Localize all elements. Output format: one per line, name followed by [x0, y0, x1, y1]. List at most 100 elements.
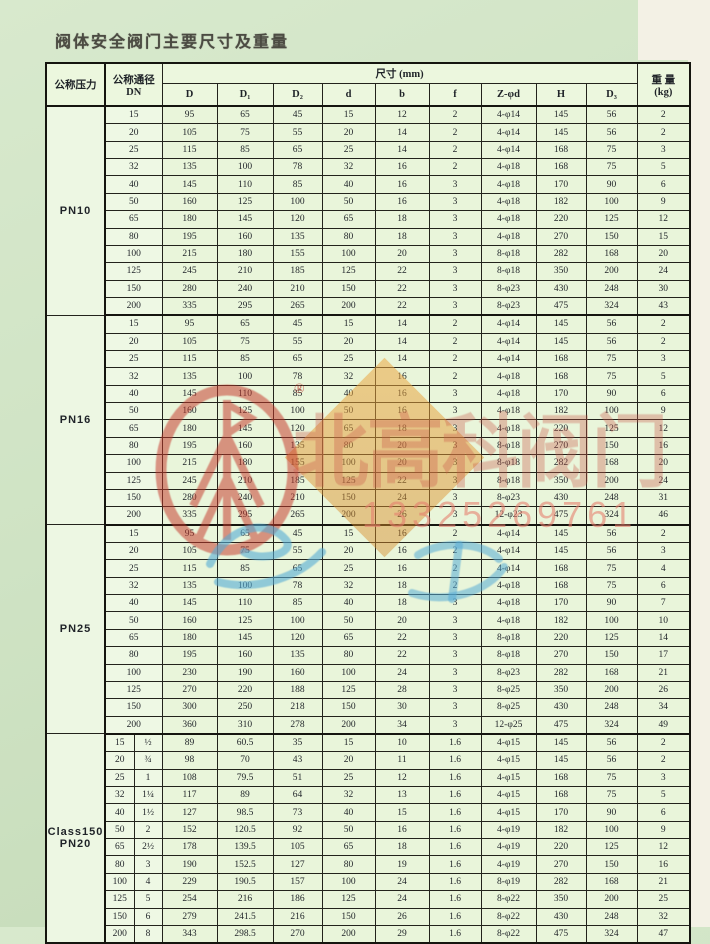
cell: ¾ [133, 751, 163, 770]
cell: 30 [374, 698, 430, 717]
cell: 9 [636, 402, 691, 421]
cell: 145 [161, 175, 218, 194]
cell: 125 [104, 262, 163, 281]
cell: 25 [321, 768, 376, 788]
cell: 100 [272, 402, 323, 421]
cell: 56 [585, 123, 638, 142]
header-col-H: H [535, 83, 587, 107]
dimension-table: 公称压力 公称通径 DN 尺寸 (mm) 重 量 (kg) D D₁ D₂ d … [45, 62, 692, 944]
cell: 117 [161, 786, 218, 805]
cell: 248 [585, 907, 638, 926]
cell: 4-φ19 [480, 855, 537, 874]
cell: 270 [161, 680, 218, 700]
cell: 20 [321, 332, 376, 352]
cell: 100 [585, 402, 638, 421]
cell: 4-φ14 [480, 559, 537, 578]
cell: 3 [636, 140, 691, 160]
cell: 85 [216, 350, 274, 369]
cell: 12 [636, 419, 691, 438]
cell: 120 [272, 210, 323, 229]
cell: 90 [585, 594, 638, 613]
cell: 45 [272, 314, 323, 334]
cell: 65 [104, 628, 163, 648]
table-row: 20 105 75 55 20 16 2 4-φ14 145 56 3 [46, 541, 691, 561]
cell: 65 [321, 628, 376, 648]
cell: 3 [428, 628, 482, 648]
cell: 350 [535, 471, 587, 490]
cell: 100 [216, 367, 274, 386]
cell: 168 [535, 140, 587, 160]
cell: 32 [104, 576, 163, 596]
table-row: 65 2½ 178 139.5 105 65 18 1.6 4-φ19 220 125 12 [46, 838, 691, 857]
table-row: 125 245 210 185 125 22 3 8-φ18 350 200 24 [46, 471, 691, 490]
cell: 270 [535, 855, 587, 874]
cell: 26 [374, 907, 430, 926]
cell: 145 [216, 628, 274, 648]
cell: 56 [585, 105, 638, 125]
cell: 16 [374, 158, 430, 177]
cell: 14 [374, 332, 430, 352]
cell: 50 [321, 402, 376, 421]
cell: 105 [161, 332, 218, 352]
cell: 200 [585, 890, 638, 909]
table-row: 65 180 145 120 65 22 3 8-φ18 220 125 14 [46, 628, 691, 648]
cell: 3 [428, 611, 482, 630]
cell: 32 [104, 786, 135, 805]
cell: 2 [428, 105, 482, 125]
cell: 78 [272, 158, 323, 177]
cell: 40 [104, 384, 163, 404]
cell: 4-φ18 [480, 594, 537, 613]
cell: 17 [636, 646, 691, 665]
cell: 1.6 [428, 820, 482, 840]
cell: 220 [535, 210, 587, 229]
cell: 65 [104, 210, 163, 229]
cell: 4-φ18 [480, 227, 537, 246]
cell: 8-φ23 [480, 279, 537, 298]
cell: 240 [216, 488, 274, 508]
cell: 22 [374, 279, 430, 298]
cell: 25 [104, 768, 135, 788]
cell: 90 [585, 803, 638, 822]
cell: 8-φ23 [480, 296, 537, 317]
cell: 2 [636, 751, 691, 770]
cell: 145 [161, 384, 218, 404]
cell: 8-φ22 [480, 907, 537, 926]
cell: 85 [216, 140, 274, 160]
cell: 190 [161, 855, 218, 874]
cell: 65 [321, 838, 376, 857]
cell: 127 [161, 803, 218, 822]
cell: 75 [585, 786, 638, 805]
cell: 45 [272, 524, 323, 543]
cell: 160 [161, 611, 218, 630]
cell: 50 [104, 192, 163, 212]
cell: 188 [272, 680, 323, 700]
cell: 75 [585, 350, 638, 369]
cell: 1½ [133, 803, 163, 822]
cell: 16 [374, 175, 430, 194]
cell: 254 [161, 890, 218, 909]
cell: 240 [216, 279, 274, 298]
cell: 125 [585, 210, 638, 229]
cell: 20 [374, 454, 430, 473]
cell: 135 [161, 158, 218, 177]
cell: 248 [585, 488, 638, 508]
cell: 18 [374, 576, 430, 596]
cell: 2 [428, 576, 482, 596]
cell: 125 [321, 471, 376, 490]
cell: 3 [428, 646, 482, 665]
cell: 145 [216, 419, 274, 438]
cell: 2 [636, 524, 691, 543]
cell: 200 [321, 506, 376, 526]
cell: 2 [428, 140, 482, 160]
cell: 100 [585, 192, 638, 212]
cell: 85 [216, 559, 274, 578]
table-row: 80 3 190 152.5 127 80 19 1.6 4-φ19 270 150 16 [46, 855, 691, 874]
cell: 125 [585, 419, 638, 438]
cell: 430 [535, 698, 587, 717]
cell: 180 [216, 454, 274, 473]
cell: 335 [161, 296, 218, 317]
table-row: 50 160 125 100 50 16 3 4-φ18 182 100 9 [46, 192, 691, 212]
cell: 230 [161, 663, 218, 682]
cell: 4-φ15 [480, 733, 537, 753]
cell: 280 [161, 488, 218, 508]
